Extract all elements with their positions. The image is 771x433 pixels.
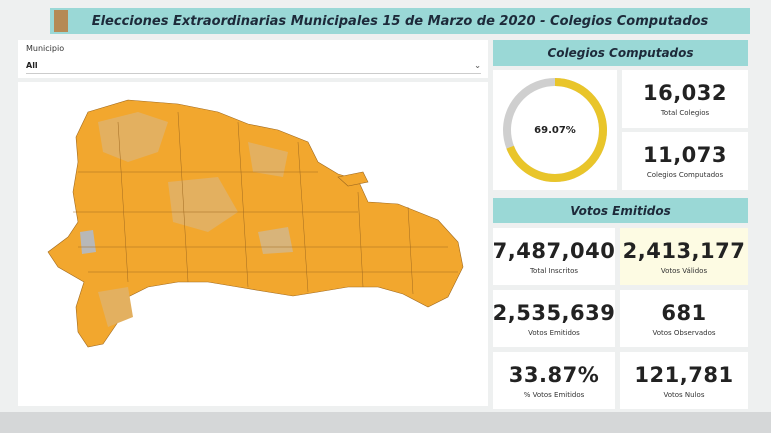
kpi-label: Total Inscritos (529, 266, 579, 275)
kpi-card: 11,073 Colegios Computados (622, 132, 748, 190)
kpi-label: Votos Nulos (663, 390, 705, 399)
kpi-card: 2,535,639 Votos Emitidos (493, 290, 615, 347)
kpi-card: 33.87% % Votos Emitidos (493, 352, 615, 409)
kpi-label: Votos Válidos (660, 266, 708, 275)
kpi-card: 16,032 Total Colegios (622, 70, 748, 128)
dropdown-value: All (26, 61, 38, 70)
kpi-label: % Votos Emitidos (523, 390, 585, 399)
kpi-value: 7,487,040 (492, 238, 616, 263)
gauge-arc (503, 78, 607, 182)
gauge-label: 69.07% (534, 125, 576, 136)
kpi-card: 2,413,177 Votos Válidos (620, 228, 748, 285)
section-header: Colegios Computados (493, 40, 748, 66)
map-region (80, 230, 96, 254)
map-region (98, 287, 133, 327)
kpi-value: 2,413,177 (622, 238, 746, 263)
kpi-label: Total Colegios (660, 109, 710, 117)
section-title: Votos Emitidos (570, 203, 671, 218)
gauge: 69.07% (503, 78, 607, 182)
kpi-value: 11,073 (642, 143, 728, 167)
kpi-card: 681 Votos Observados (620, 290, 748, 347)
section-title: Colegios Computados (547, 46, 694, 60)
map-panel (18, 82, 488, 406)
dropdown[interactable]: All ⌄ (26, 58, 481, 74)
map-region (248, 142, 288, 177)
kpi-value: 2,535,639 (492, 300, 616, 325)
title-banner: Elecciones Extraordinarias Municipales 1… (50, 8, 750, 34)
footer-bar (0, 412, 771, 433)
gauge-card: 69.07% (493, 70, 617, 190)
map-region (98, 112, 168, 162)
filter-label: Municipio (26, 44, 65, 53)
section-header: Votos Emitidos (493, 198, 748, 223)
map (47, 99, 464, 348)
logo (54, 10, 68, 32)
kpi-card: 7,487,040 Total Inscritos (493, 228, 615, 285)
map-region (337, 171, 369, 187)
kpi-card: 121,781 Votos Nulos (620, 352, 748, 409)
title: Elecciones Extraordinarias Municipales 1… (91, 13, 709, 29)
kpi-value: 681 (661, 300, 707, 325)
filter-panel: Municipio All ⌄ (18, 40, 488, 78)
kpi-label: Votos Emitidos (528, 328, 580, 337)
map-region (168, 177, 238, 232)
kpi-value: 16,032 (642, 81, 728, 105)
kpi-label: Votos Observados (652, 328, 716, 337)
kpi-label: Colegios Computados (646, 171, 724, 179)
kpi-value: 121,781 (634, 362, 734, 387)
kpi-value: 33.87% (508, 362, 600, 387)
map-region (47, 99, 464, 348)
map-borders (73, 111, 458, 295)
chevron: ⌄ (474, 61, 481, 70)
